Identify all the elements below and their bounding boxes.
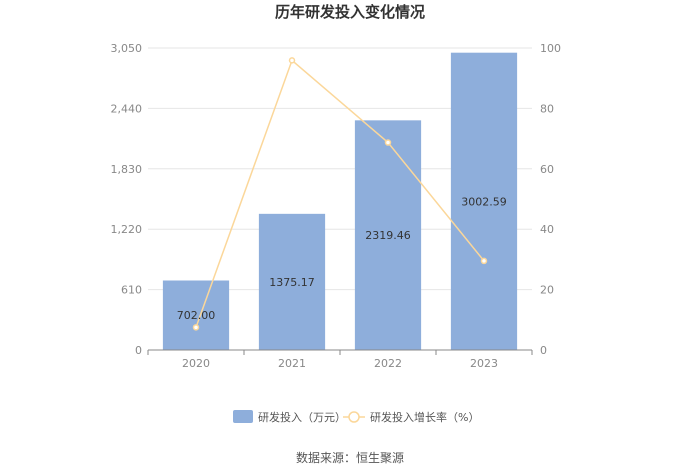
data-source: 数据来源：恒生聚源 [296, 450, 404, 465]
x-tick-label: 2022 [374, 357, 402, 370]
line-series [192, 57, 488, 331]
y-left-tick-label: 2,440 [111, 102, 143, 115]
x-tick-label: 2020 [182, 357, 210, 370]
growth-rate-point [192, 324, 200, 331]
bar-value-label: 3002.59 [461, 195, 507, 208]
legend-swatch-bar [233, 410, 253, 423]
x-axis: 2020 2021 2022 2023 [147, 350, 533, 370]
y-right-tick-label: 40 [540, 223, 554, 236]
y-right-tick-label: 0 [540, 344, 547, 357]
y-left-tick-label: 1,220 [111, 223, 143, 236]
y-axis-left: 0 610 1,220 1,830 2,440 3,050 [111, 42, 143, 357]
x-tick-label: 2021 [278, 357, 306, 370]
legend-label-line: 研发投入增长率（%） [370, 410, 479, 424]
bar [354, 120, 422, 350]
legend-label-bar: 研发投入（万元） [258, 410, 346, 424]
bar-data-labels: 702.00 1375.17 2319.46 3002.59 [177, 195, 507, 322]
bar [450, 52, 518, 350]
legend: 研发投入（万元） 研发投入增长率（%） [233, 410, 479, 424]
bar-series [162, 52, 518, 350]
chart-title: 历年研发投入变化情况 [275, 3, 425, 21]
bar [258, 213, 326, 350]
growth-rate-line [195, 59, 485, 328]
y-axis-right: 0 20 40 60 80 100 [540, 42, 561, 357]
y-right-tick-label: 80 [540, 102, 554, 115]
y-right-tick-label: 60 [540, 163, 554, 176]
growth-rate-point [480, 257, 488, 265]
x-tick-label: 2023 [470, 357, 498, 370]
y-right-tick-label: 100 [540, 42, 561, 55]
y-left-tick-label: 3,050 [111, 42, 143, 55]
y-left-tick-label: 1,830 [111, 163, 143, 176]
legend-swatch-line-marker [348, 411, 360, 423]
growth-rate-point [288, 57, 296, 64]
y-right-tick-label: 20 [540, 284, 554, 297]
bar-value-label: 1375.17 [269, 276, 315, 289]
bar-value-label: 702.00 [177, 309, 216, 322]
bar-value-label: 2319.46 [365, 229, 411, 242]
bar [162, 280, 230, 350]
growth-rate-point [384, 139, 392, 146]
y-left-tick-label: 0 [135, 344, 142, 357]
y-left-tick-label: 610 [121, 284, 142, 297]
